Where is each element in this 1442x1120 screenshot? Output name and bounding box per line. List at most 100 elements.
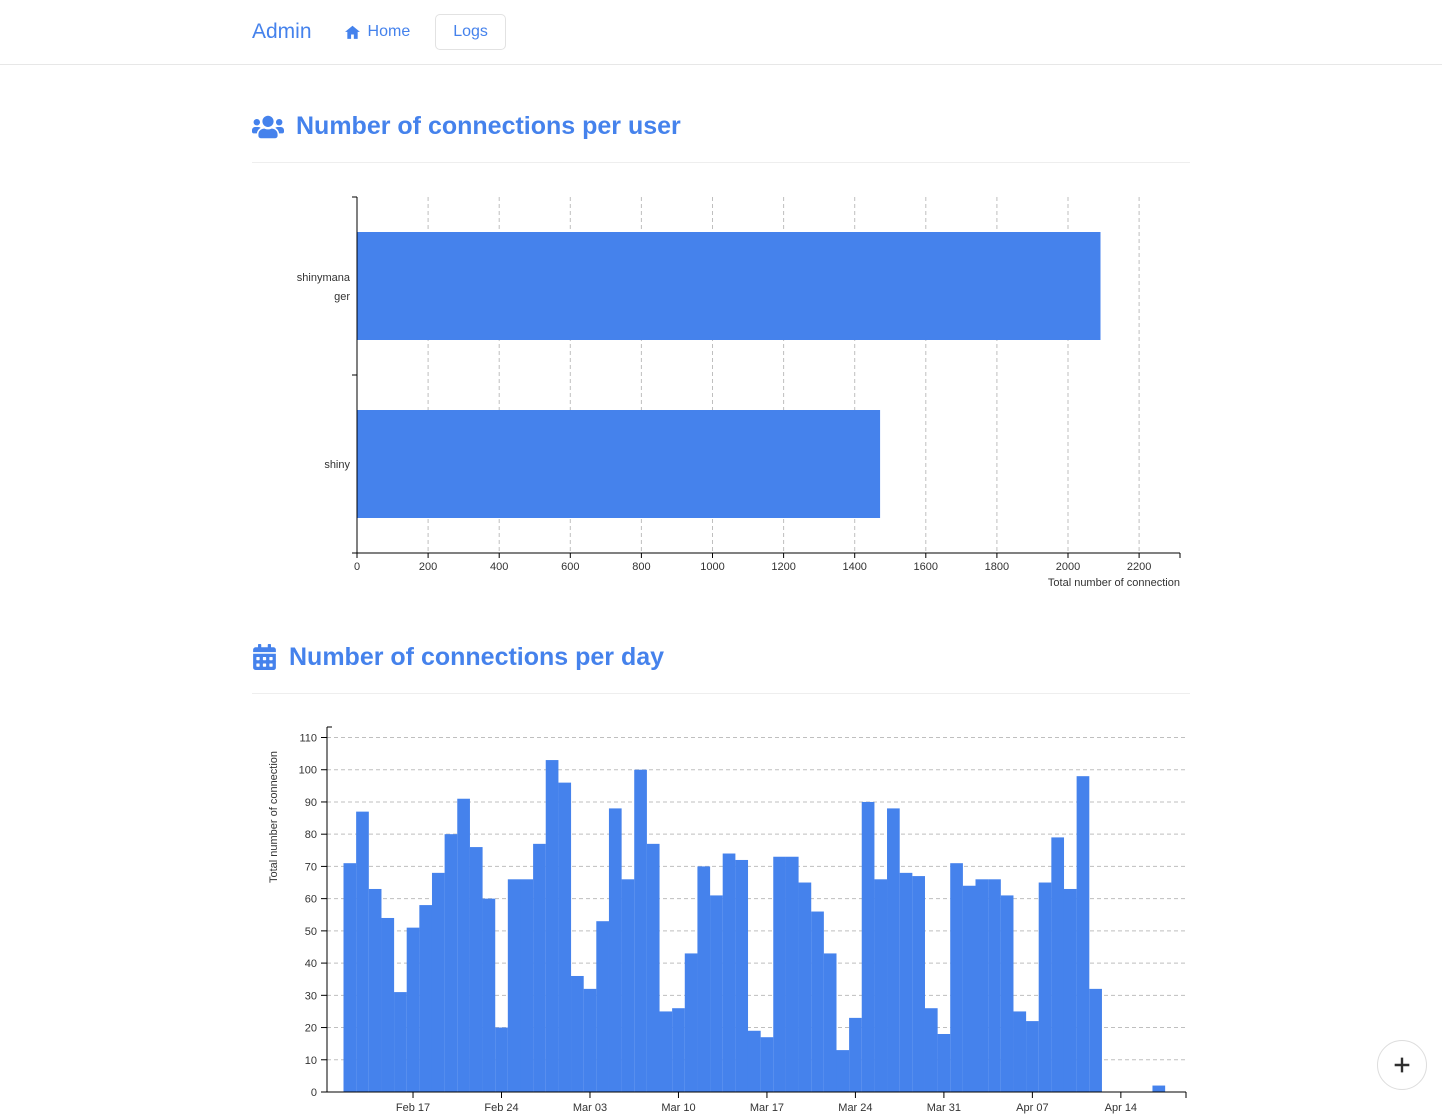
y-tick-label: 0 [311, 1087, 317, 1099]
x-tick-label: Mar 03 [573, 1102, 607, 1114]
bar-feb-16[interactable] [394, 992, 407, 1092]
y-tick-label: 70 [305, 861, 317, 873]
bar-apr-04[interactable] [988, 879, 1001, 1092]
x-tick-label: Mar 10 [661, 1102, 695, 1114]
bar-mar-20[interactable] [799, 882, 812, 1091]
bar-mar-18[interactable] [773, 856, 786, 1091]
bar-apr-11[interactable] [1077, 776, 1090, 1092]
bar-mar-17[interactable] [761, 1037, 774, 1092]
bar-mar-06[interactable] [622, 879, 635, 1092]
bar-apr-01[interactable] [950, 863, 963, 1092]
bar-feb-15[interactable] [381, 917, 394, 1091]
bar-apr-07[interactable] [1026, 1021, 1039, 1092]
per-user-title-row: Number of connections per user [252, 112, 1190, 141]
x-tick-label: Feb 17 [396, 1102, 430, 1114]
bar-apr-09[interactable] [1051, 837, 1064, 1092]
bar-mar-29[interactable] [912, 876, 925, 1092]
bar-mar-21[interactable] [811, 911, 824, 1091]
bar-mar-19[interactable] [786, 856, 799, 1091]
x-tick-label: 1400 [842, 561, 866, 573]
bar-apr-03[interactable] [976, 879, 989, 1092]
bar-mar-13[interactable] [710, 895, 723, 1092]
nav-home-link[interactable]: Home [344, 23, 411, 41]
x-tick-label: Mar 31 [927, 1102, 961, 1114]
bar-apr-10[interactable] [1064, 888, 1077, 1091]
bar-mar-27[interactable] [887, 808, 900, 1092]
per-day-title: Number of connections per day [289, 643, 664, 672]
bar-mar-12[interactable] [697, 866, 710, 1092]
bar-feb-19[interactable] [432, 872, 445, 1091]
bar-mar-28[interactable] [900, 872, 913, 1091]
bar-mar-23[interactable] [836, 1050, 849, 1092]
bar-shiny[interactable] [358, 410, 881, 518]
bar-feb-23[interactable] [483, 898, 496, 1091]
bar-mar-26[interactable] [874, 879, 887, 1092]
x-tick-label: 1800 [985, 561, 1009, 573]
y-tick-label: 100 [299, 764, 317, 776]
bar-shinymanager[interactable] [358, 232, 1101, 340]
bar-mar-24[interactable] [849, 1017, 862, 1091]
bar-mar-04[interactable] [596, 921, 609, 1092]
add-button[interactable] [1377, 1040, 1427, 1090]
bar-apr-12[interactable] [1089, 988, 1102, 1091]
bar-feb-27[interactable] [533, 843, 546, 1091]
bar-mar-10[interactable] [672, 1008, 685, 1092]
bar-mar-25[interactable] [862, 801, 875, 1091]
users-icon [252, 114, 284, 140]
nav-home-label: Home [368, 23, 411, 41]
bar-mar-22[interactable] [824, 953, 837, 1092]
plus-icon [1391, 1054, 1413, 1076]
home-icon [344, 24, 361, 41]
navbar-inner: Admin Home Logs [252, 14, 1190, 50]
bar-mar-15[interactable] [735, 859, 748, 1091]
bar-apr-05[interactable] [1001, 895, 1014, 1092]
bar-feb-28[interactable] [546, 760, 559, 1092]
x-tick-label: 0 [354, 561, 360, 573]
bar-feb-12[interactable] [344, 863, 357, 1092]
bar-apr-06[interactable] [1013, 1011, 1026, 1092]
y-category-label: shinymana [297, 272, 351, 284]
bar-feb-17[interactable] [407, 927, 420, 1091]
bar-apr-17[interactable] [1152, 1085, 1165, 1091]
y-tick-label: 80 [305, 829, 317, 841]
bar-mar-09[interactable] [660, 1011, 673, 1092]
bar-mar-14[interactable] [723, 853, 736, 1091]
bar-feb-22[interactable] [470, 847, 483, 1092]
bar-mar-08[interactable] [647, 843, 660, 1091]
bar-feb-24[interactable] [495, 1027, 508, 1091]
bar-apr-02[interactable] [963, 885, 976, 1091]
x-tick-label: 800 [632, 561, 650, 573]
per-day-title-row: Number of connections per day [252, 643, 1190, 672]
navbar-brand[interactable]: Admin [252, 20, 312, 44]
bar-feb-18[interactable] [419, 905, 432, 1092]
bar-mar-05[interactable] [609, 808, 622, 1092]
y-tick-label: 110 [299, 732, 317, 744]
bar-feb-26[interactable] [520, 879, 533, 1092]
bar-apr-08[interactable] [1039, 882, 1052, 1091]
x-tick-label: 600 [561, 561, 579, 573]
bar-mar-16[interactable] [748, 1030, 761, 1091]
x-tick-label: 1600 [914, 561, 938, 573]
x-tick-label: 1000 [700, 561, 724, 573]
bar-mar-07[interactable] [634, 769, 647, 1091]
logs-button[interactable]: Logs [435, 14, 506, 50]
x-tick-label: 2000 [1056, 561, 1080, 573]
bar-mar-31[interactable] [938, 1033, 951, 1091]
divider [252, 162, 1190, 163]
divider [252, 693, 1190, 694]
bar-feb-21[interactable] [457, 798, 470, 1091]
bar-mar-03[interactable] [584, 988, 597, 1091]
bar-feb-20[interactable] [445, 834, 458, 1092]
bar-feb-25[interactable] [508, 879, 521, 1092]
bar-mar-01[interactable] [558, 782, 571, 1091]
x-axis-title: Total number of connection [1048, 577, 1180, 589]
bar-mar-11[interactable] [685, 953, 698, 1092]
bar-feb-13[interactable] [356, 811, 369, 1091]
x-tick-label: Mar 17 [750, 1102, 784, 1114]
bar-feb-14[interactable] [369, 888, 382, 1091]
bar-mar-02[interactable] [571, 975, 584, 1091]
bar-mar-30[interactable] [925, 1008, 938, 1092]
